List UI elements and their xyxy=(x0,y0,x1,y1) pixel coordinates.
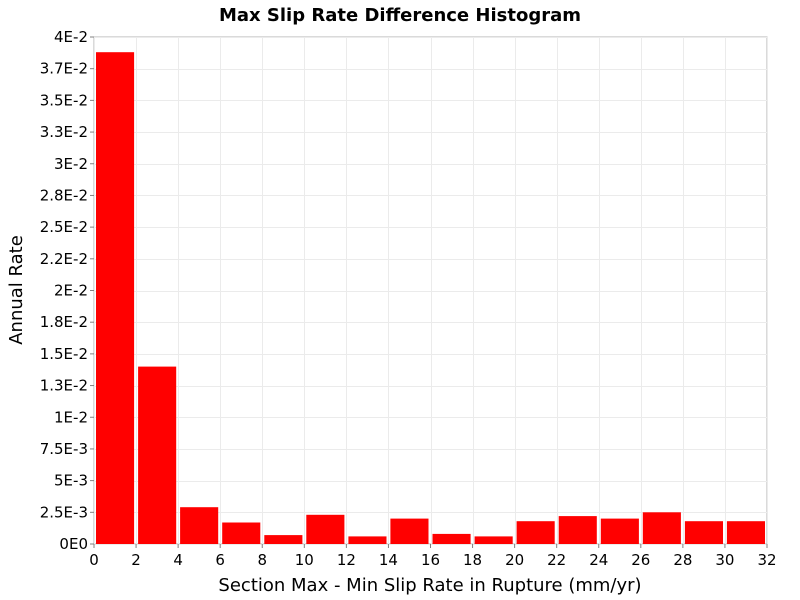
x-tick-label: 10 xyxy=(295,551,314,569)
y-tick-label: 3.3E-2 xyxy=(40,123,88,141)
y-tick-label: 1E-2 xyxy=(54,408,88,426)
y-tick-label: 3.5E-2 xyxy=(40,91,88,109)
x-tick-label: 14 xyxy=(379,551,398,569)
x-tick-label: 26 xyxy=(631,551,650,569)
x-tick-label: 24 xyxy=(589,551,608,569)
x-tick-label: 30 xyxy=(715,551,734,569)
histogram-bar xyxy=(432,533,471,544)
y-tick-label: 4E-2 xyxy=(54,28,88,46)
x-axis-ticks: 0 2 4 6 8 10 12 14 16 18 20 22 24 26 28 30 32 xyxy=(89,544,777,569)
histogram-bar xyxy=(264,535,303,544)
x-tick-label: 32 xyxy=(757,551,776,569)
histogram-bar xyxy=(96,52,135,544)
gridlines xyxy=(94,37,768,545)
histogram-bar xyxy=(684,521,723,544)
x-axis-label: Section Max - Min Slip Rate in Rupture (… xyxy=(218,575,641,596)
y-tick-label: 3.7E-2 xyxy=(40,60,88,78)
histogram-bar xyxy=(726,521,765,544)
x-tick-label: 6 xyxy=(215,551,225,569)
plot-area xyxy=(93,36,768,545)
x-tick-label: 12 xyxy=(337,551,356,569)
histogram-bar xyxy=(390,518,429,544)
histogram-bar xyxy=(474,536,513,544)
x-tick-label: 22 xyxy=(547,551,566,569)
x-tick-label: 18 xyxy=(463,551,482,569)
y-tick-label: 2E-2 xyxy=(54,282,88,300)
y-tick-label: 1.5E-2 xyxy=(40,345,88,363)
y-axis-ticks: 0E0 2.5E-3 5E-3 7.5E-3 1E-2 1.3E-2 1.5E-2 1.8E-… xyxy=(40,28,94,553)
y-tick-label: 0E0 xyxy=(59,535,88,553)
x-tick-label: 2 xyxy=(131,551,141,569)
y-tick-label: 2.2E-2 xyxy=(40,250,88,268)
histogram-bar xyxy=(516,521,555,544)
histogram-bar xyxy=(558,516,597,544)
y-tick-label: 1.8E-2 xyxy=(40,313,88,331)
histogram-bar xyxy=(348,536,387,544)
y-axis-label: Annual Rate xyxy=(6,235,27,345)
x-tick-label: 28 xyxy=(673,551,692,569)
histogram-bar xyxy=(600,518,639,544)
chart-title: Max Slip Rate Difference Histogram xyxy=(219,5,581,26)
x-tick-label: 16 xyxy=(421,551,440,569)
y-tick-label: 3E-2 xyxy=(54,155,88,173)
bars xyxy=(96,52,765,544)
x-tick-label: 20 xyxy=(505,551,524,569)
y-tick-label: 5E-3 xyxy=(54,472,88,490)
x-tick-label: 4 xyxy=(173,551,183,569)
histogram-bar xyxy=(642,512,681,544)
y-tick-label: 7.5E-3 xyxy=(40,440,88,458)
x-tick-label: 8 xyxy=(257,551,267,569)
x-tick-label: 0 xyxy=(89,551,99,569)
y-tick-label: 2.5E-3 xyxy=(40,503,88,521)
y-tick-label: 2.8E-2 xyxy=(40,186,88,204)
histogram-bar xyxy=(306,514,345,544)
histogram-bar xyxy=(222,522,261,544)
y-tick-label: 1.3E-2 xyxy=(40,377,88,395)
histogram-bar xyxy=(138,366,177,544)
histogram-bar xyxy=(180,507,219,544)
y-tick-label: 2.5E-2 xyxy=(40,218,88,236)
